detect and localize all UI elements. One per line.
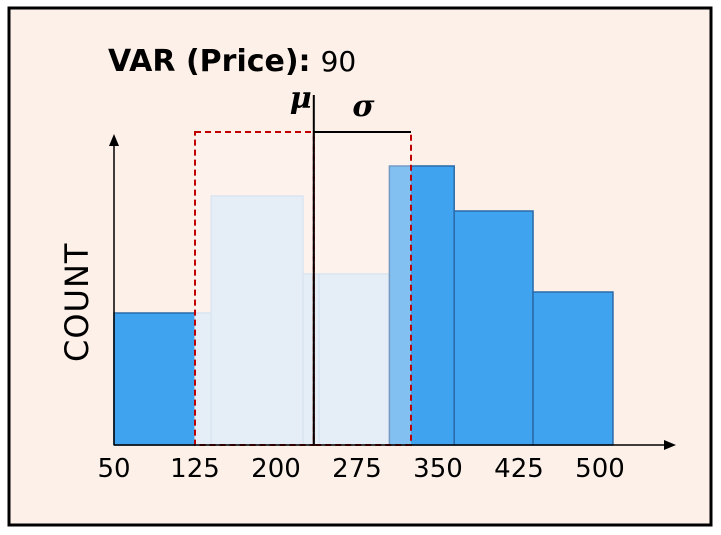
histogram-bars: [113, 165, 614, 446]
sigma-symbol: σ: [352, 89, 375, 124]
x-tick-label: 125: [170, 454, 220, 484]
x-tick-label: 425: [494, 454, 544, 484]
sigma-band-shade: [195, 132, 411, 445]
sigma-band-overlay: [194, 95, 412, 446]
x-tick-label: 350: [413, 454, 463, 484]
x-tick-label: 200: [251, 454, 301, 484]
title-label: VAR (Price):: [108, 44, 311, 79]
x-tick-label: 275: [332, 454, 382, 484]
x-tick-label: 50: [97, 454, 130, 484]
y-axis-arrow: [109, 134, 119, 146]
mean-symbol: μ: [290, 81, 312, 116]
title-value: 90: [321, 45, 357, 78]
axes: [109, 134, 676, 450]
x-tick-label: 500: [575, 454, 625, 484]
chart-title: VAR (Price): 90: [108, 44, 356, 79]
histogram-bar: [113, 312, 196, 446]
histogram-bar: [453, 210, 534, 446]
x-tick-labels: 50 125 200 275 350 425 500: [97, 454, 624, 484]
histogram-bar: [532, 291, 614, 446]
x-axis-arrow: [664, 440, 676, 450]
y-axis-label: COUNT: [58, 243, 96, 362]
histogram-bar: [318, 273, 391, 446]
